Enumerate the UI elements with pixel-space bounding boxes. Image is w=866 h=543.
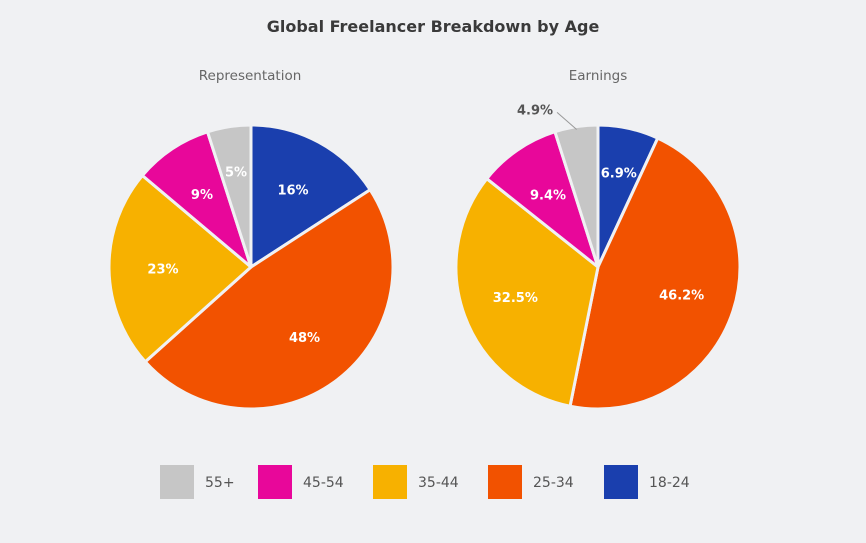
legend-swatch-25-34 xyxy=(488,465,522,499)
legend-swatch-35-44 xyxy=(373,465,407,499)
leader-line-55plus xyxy=(556,111,577,130)
slice-label-55plus: 5% xyxy=(225,166,247,181)
slice-55plus xyxy=(206,123,253,269)
slice-label-55plus: 4.9% xyxy=(517,103,553,118)
slice-label-25-34: 46.2% xyxy=(659,288,704,303)
legend-swatch-45-54 xyxy=(258,465,292,499)
slice-25-34 xyxy=(568,136,742,411)
slice-18-24 xyxy=(249,123,372,269)
slice-45-54 xyxy=(140,130,253,269)
slice-label-45-54: 9% xyxy=(191,188,213,203)
legend-label-25-34: 25-34 xyxy=(533,475,574,491)
legend-label-35-44: 35-44 xyxy=(418,475,459,491)
slice-label-18-24: 16% xyxy=(277,184,308,199)
slice-55plus xyxy=(553,123,600,269)
slice-label-35-44: 23% xyxy=(147,262,178,277)
legend: 55+ 45-54 35-44 25-34 18-24 xyxy=(160,465,690,499)
slice-25-34 xyxy=(143,188,395,411)
slice-label-25-34: 48% xyxy=(289,331,320,346)
pie-subtitle-earnings: Earnings xyxy=(569,68,628,84)
legend-label-45-54: 45-54 xyxy=(303,475,344,491)
pie-subtitle-representation: Representation xyxy=(199,68,302,84)
legend-label-18-24: 18-24 xyxy=(649,475,690,491)
slice-label-35-44: 32.5% xyxy=(493,291,538,306)
pie-earnings: 6.9% 46.2% 32.5% 9.4% 4.9% xyxy=(454,103,742,411)
slice-35-44 xyxy=(454,177,600,408)
legend-swatch-55plus xyxy=(160,465,194,499)
slice-35-44 xyxy=(107,174,253,364)
pie-representation: 16% 48% 23% 9% 5% xyxy=(107,123,395,411)
chart-title: Global Freelancer Breakdown by Age xyxy=(267,17,600,36)
slice-label-18-24: 6.9% xyxy=(601,167,637,182)
slice-45-54 xyxy=(485,130,600,269)
legend-swatch-18-24 xyxy=(604,465,638,499)
slice-label-45-54: 9.4% xyxy=(530,189,566,204)
legend-label-55plus: 55+ xyxy=(205,475,235,491)
